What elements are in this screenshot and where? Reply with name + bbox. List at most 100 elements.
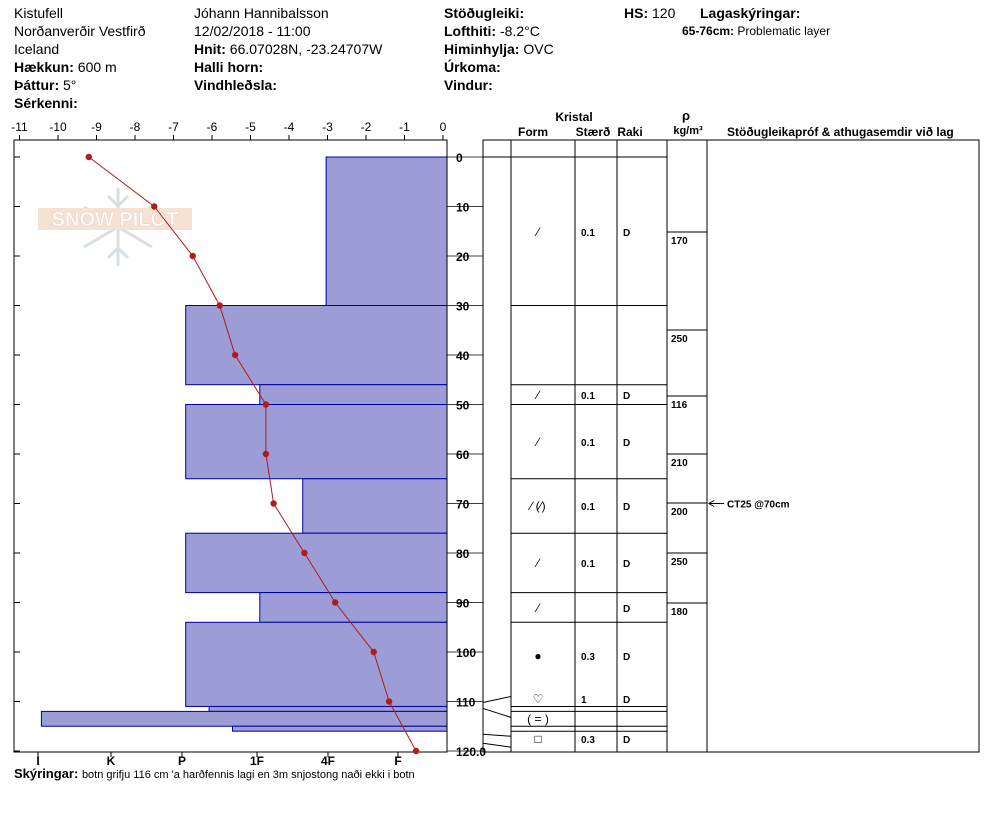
hardness-tick-label: K: [107, 754, 116, 768]
density-value: 116: [671, 400, 688, 411]
hardness-tick-label: 4F: [321, 754, 335, 768]
layer-size: 1: [581, 695, 587, 706]
temp-tick-label: -2: [361, 120, 372, 134]
depth-tick-label: 70: [456, 498, 470, 512]
footer-notes: Skýringar: botn grifju 116 cm 'a harðfen…: [14, 766, 415, 781]
temperature-point: [385, 698, 393, 705]
temperature-point: [231, 351, 239, 359]
density-value: 250: [671, 557, 688, 568]
layer-form: ♡: [533, 692, 544, 706]
coords-label: Hnit:: [194, 41, 226, 57]
layer-size: 0.3: [581, 735, 595, 746]
hardness-bar: [302, 478, 448, 534]
layer-moisture: D: [623, 559, 630, 570]
footer-label: Skýringar:: [14, 766, 79, 781]
layer-moisture: D: [623, 604, 630, 615]
air-temp-label: Lofthiti:: [444, 23, 497, 39]
layer-size: 0.1: [581, 502, 595, 513]
sky-label: Himinhylja:: [444, 41, 520, 57]
density-value: 200: [671, 507, 688, 518]
hardness-bar: [232, 725, 448, 732]
air-temp-row: Lofthiti: -8.2°C: [444, 22, 540, 40]
watermark-text: SNOW PILOT: [52, 209, 179, 231]
location-name: Kistufell: [14, 5, 64, 21]
temperature-point: [262, 450, 270, 458]
density-value: 250: [671, 334, 688, 345]
layer-form: ●: [534, 649, 541, 663]
hs-label: HS:: [624, 5, 649, 21]
temp-tick-label: -8: [130, 120, 141, 134]
hardness-bar: [185, 404, 448, 480]
layer-moisture: D: [623, 391, 630, 402]
hardness-tick-label: F: [394, 754, 401, 768]
layer-form: ⁄: [534, 225, 541, 239]
temp-tick-label: -3: [322, 120, 333, 134]
observer-name: Jóhann Hannibalsson: [194, 5, 329, 21]
hardness-bar: [185, 305, 448, 386]
temperature-point: [189, 252, 196, 260]
layer-moisture: D: [623, 735, 630, 746]
temp-tick-label: -6: [207, 120, 218, 134]
hardness-bar: [208, 705, 448, 712]
layer-connector: [482, 707, 512, 718]
layer-connector: [482, 742, 512, 748]
density-symbol: ρ: [682, 108, 690, 123]
depth-tick-label: 30: [456, 300, 470, 314]
layer-form: □: [534, 732, 541, 746]
hardness-bar: [259, 384, 448, 406]
depth-tick-label: 0: [456, 151, 463, 165]
layer-moisture: D: [623, 438, 630, 449]
elevation-label: Hækkun:: [14, 59, 74, 75]
coords-value: 66.07028N, -23.24707W: [229, 41, 383, 57]
layer-moisture: D: [623, 228, 630, 239]
footer-text: botn grifju 116 cm 'a harðfennis lagi en…: [81, 769, 415, 781]
temp-tick-label: -9: [91, 120, 102, 134]
layer-connector: [482, 695, 512, 703]
hardness-bar: [259, 592, 448, 623]
layer-size: 0.1: [581, 391, 595, 402]
crystal-header: Kristal: [555, 110, 592, 124]
layer-form: ⁄: [534, 556, 541, 570]
elevation-row: Hækkun: 600 m: [14, 58, 117, 76]
temperature-point: [85, 153, 93, 161]
size-header: Stærð: [576, 125, 611, 139]
region-name: Norðanverðir Vestfirð: [14, 23, 146, 39]
density-value: 210: [671, 458, 688, 469]
depth-tick-label: 90: [456, 597, 470, 611]
temp-tick-label: -1: [399, 120, 410, 134]
hardness-bar: [40, 710, 448, 727]
hardness-bar: [185, 532, 448, 594]
layer-size: 0.3: [581, 652, 595, 663]
chart-frame: [13, 139, 448, 753]
depth-tick-label: 80: [456, 547, 470, 561]
layer-form: ( = ): [527, 712, 549, 726]
layer-notes-text: Problematic layer: [737, 24, 831, 38]
temperature-point: [151, 203, 158, 210]
layer-moisture: D: [623, 502, 630, 513]
temp-tick-label: -11: [11, 120, 28, 134]
temperature-point: [370, 648, 377, 656]
layer-form: ⁄: [534, 388, 541, 402]
depth-tick-label: 120.0: [456, 745, 486, 759]
temperature-point: [262, 401, 270, 408]
hardness-bar: [325, 156, 448, 306]
layer-form: ⁄: [534, 601, 541, 615]
temp-tick-label: -10: [49, 120, 67, 134]
wind-label: Vindur:: [444, 77, 493, 93]
watermark: SNOW PILOT: [38, 188, 192, 266]
depth-tick-label: 110: [456, 696, 476, 710]
temp-tick-label: 0: [440, 120, 447, 134]
moisture-header: Raki: [617, 125, 642, 139]
hs-row: HS: 120: [624, 4, 675, 22]
layer-form: ⁄ (⁄): [527, 499, 545, 513]
aspect-row: Þáttur: 5°: [14, 76, 76, 94]
hardness-bar: [185, 621, 448, 707]
temperature-point: [412, 747, 420, 755]
depth-tick-label: 40: [456, 349, 470, 363]
temperature-point: [270, 500, 277, 507]
country-name: Iceland: [14, 41, 60, 57]
temp-tick-label: -5: [245, 120, 256, 134]
layer-notes-row: 65-76cm: Problematic layer: [682, 24, 830, 38]
density-unit: kg/m³: [673, 125, 703, 137]
